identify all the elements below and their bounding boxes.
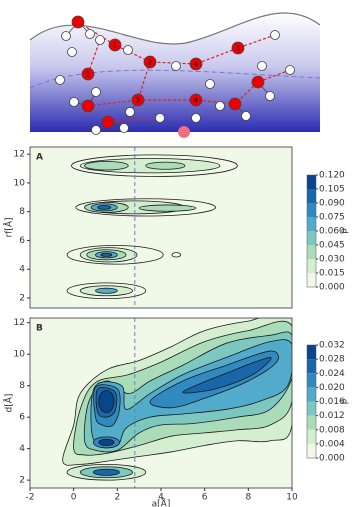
colorbar-tick-label: 0.020 — [319, 383, 345, 393]
y-tick-label: 8 — [19, 381, 25, 391]
y-tick-label: 6 — [19, 413, 25, 423]
site-label: 2 — [148, 59, 152, 67]
y-tick-label: 4 — [19, 265, 25, 275]
colorbar-tick-label: 0.004 — [319, 439, 345, 449]
colorbar-segment — [307, 245, 316, 259]
colorbar-frame — [306, 174, 317, 288]
schematic: 1 2 2 4 3 3 4 — [29, 12, 321, 138]
chart: 2 4 6 8 10 12 Arf[Å] 0.000 0.015 0.030 0.045 0.060 0… — [3, 146, 350, 309]
plot-frame — [29, 146, 293, 309]
colorbar-segment — [307, 429, 316, 444]
colorbar-segment — [307, 401, 316, 416]
colorbar-tick-label: 0.008 — [319, 425, 345, 435]
site-label: 4 — [194, 97, 199, 105]
y-tick-label: 4 — [19, 444, 25, 454]
colorbar-segment — [307, 175, 316, 189]
site-label: 3 — [136, 97, 140, 105]
site-marker — [231, 41, 245, 55]
site-marker — [189, 93, 203, 107]
contour — [145, 161, 186, 170]
colorbar-segment — [307, 259, 316, 273]
colorbar-segment — [307, 387, 316, 402]
colorbar-tick-label: 0.015 — [319, 269, 345, 279]
site-labels: 1 2 2 4 3 3 4 — [81, 38, 245, 107]
chart: 2 4 6 8 10 12 -2 0 2 4 6 8 10 Bd[Å] a[Å] 0.000 0.004 0.00… — [3, 317, 350, 507]
colorbar-tick-label: 0.030 — [319, 255, 345, 265]
site-marker — [131, 93, 145, 107]
site-label: 1 — [113, 42, 117, 50]
y-tick-label: 6 — [19, 236, 25, 246]
x-axis-label: a[Å] — [152, 498, 171, 507]
y-tick-label: 2 — [19, 476, 25, 486]
y-axis-label: rf[Å] — [3, 217, 15, 237]
site-label: 2 — [86, 71, 90, 79]
contour — [98, 390, 115, 413]
y-tick-label: 12 — [14, 318, 25, 328]
colorbar-tick-label: 0.045 — [319, 241, 345, 251]
colorbar-label: ρ — [340, 398, 350, 404]
contour — [100, 252, 113, 257]
contours — [62, 318, 292, 481]
colorbar-tick-label: 0.000 — [319, 454, 345, 464]
colorbar-tick-label: 0.060 — [319, 227, 345, 237]
panel-label: B — [36, 324, 43, 334]
y-axis-label: d[Å] — [3, 394, 15, 413]
colorbar-segment — [307, 443, 316, 458]
contour — [182, 356, 272, 394]
site-marker — [143, 55, 157, 69]
y-tick-label: 12 — [14, 150, 25, 160]
colorbar-tick-label: 0.028 — [319, 355, 345, 365]
x-tick-label: 4 — [158, 493, 164, 503]
colorbar-segment — [307, 203, 316, 217]
site-label: 3 — [236, 45, 240, 53]
colorbar-tick-label: 0.105 — [319, 185, 345, 195]
y-tick-label: 10 — [14, 178, 26, 188]
site-label: 4 — [194, 61, 199, 69]
colorbar-segment — [307, 273, 316, 287]
colorbar-tick-label: 0.075 — [319, 213, 345, 223]
contour — [98, 438, 115, 446]
contours — [66, 154, 238, 300]
x-tick-label: 2 — [114, 493, 120, 503]
contour — [171, 252, 182, 258]
colorbar-tick-label: 0.000 — [319, 283, 345, 293]
y-tick-label: 2 — [19, 293, 25, 303]
colorbar-segment — [307, 415, 316, 430]
colorbar-tick-label: 0.120 — [319, 171, 345, 181]
x-tick-label: 8 — [245, 493, 251, 503]
site-marker — [81, 67, 95, 81]
colorbar-tick-label: 0.090 — [319, 199, 345, 209]
colorbar-segment — [307, 359, 316, 374]
colorbar-segment — [307, 189, 316, 203]
contour — [84, 160, 129, 171]
x-tick-label: -2 — [26, 493, 35, 503]
colorbar-segment — [307, 231, 316, 245]
colorbar-tick-label: 0.012 — [319, 411, 345, 421]
colorbar-segment — [307, 345, 316, 360]
x-tick-label: 0 — [71, 493, 77, 503]
colorbar-tick-label: 0.032 — [319, 341, 345, 351]
colorbar-segment — [307, 373, 316, 388]
colorbar-frame — [306, 344, 317, 459]
contour — [95, 287, 118, 294]
contour — [138, 204, 197, 212]
molecules — [55, 15, 295, 138]
site-marker — [108, 38, 122, 52]
y-tick-label: 10 — [14, 350, 26, 360]
panel-label: A — [36, 153, 43, 163]
colorbar-tick-label: 0.016 — [319, 397, 345, 407]
y-tick-label: 8 — [19, 207, 25, 217]
contour — [92, 468, 120, 476]
colorbar-label: ρ — [340, 228, 350, 234]
site-marker — [189, 57, 203, 71]
colorbar-tick-label: 0.024 — [319, 369, 345, 379]
colorbar-segment — [307, 217, 316, 231]
contour — [97, 204, 112, 210]
x-tick-label: 6 — [202, 493, 208, 503]
x-tick-label: 10 — [286, 493, 298, 503]
